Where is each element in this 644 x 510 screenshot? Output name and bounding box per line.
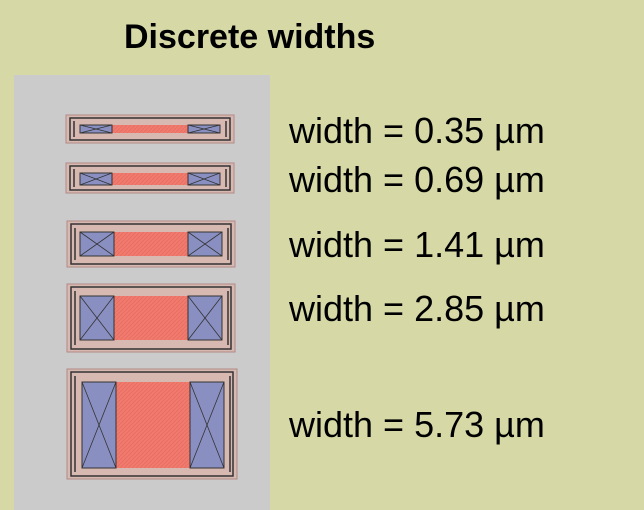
device-0.69um [65, 162, 235, 194]
channel [80, 173, 220, 185]
width-label-4: width = 2.85 µm [289, 288, 545, 329]
diffusion-outline [69, 117, 231, 141]
width-label-1: width = 0.35 µm [289, 110, 545, 151]
channel [80, 125, 220, 133]
diffusion-outline [70, 371, 234, 477]
diffusion-outline [70, 223, 232, 265]
width-label-3: width = 1.41 µm [289, 224, 545, 265]
diffusion-outline [70, 286, 232, 350]
device-1.41um [66, 220, 236, 268]
device-5.73um [66, 368, 238, 480]
device-0.35um [65, 114, 235, 144]
device-2.85um [66, 283, 236, 353]
diffusion-outline [69, 165, 231, 191]
width-label-2: width = 0.69 µm [289, 159, 545, 200]
width-label-5: width = 5.73 µm [289, 404, 545, 445]
page-title: Discrete widths [124, 18, 376, 56]
